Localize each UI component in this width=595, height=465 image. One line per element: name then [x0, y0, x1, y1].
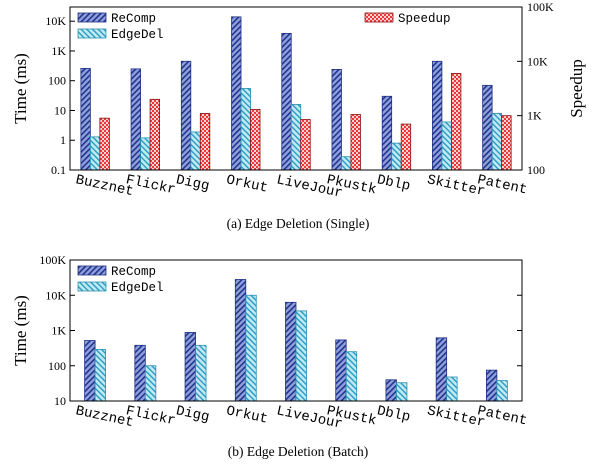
- bar-recomp-dblp: [381, 95, 393, 171]
- y2-tick-label: 100: [527, 163, 545, 177]
- y2-tick-label: 100K: [527, 0, 554, 14]
- bar-recomp-livejour: [281, 32, 292, 171]
- x-tick-label: Dblp: [375, 172, 411, 195]
- bar-edgedel-patent: [496, 380, 508, 402]
- y2-axis-label: Speedup: [567, 59, 586, 118]
- bar-edgedel-digg: [195, 344, 207, 402]
- y-tick-label: 1K: [51, 44, 66, 58]
- bar-recomp-buzznet: [80, 67, 91, 171]
- legend-label-recomp: ReComp: [111, 265, 156, 279]
- legend-swatch-edgedel: [77, 281, 107, 292]
- x-tick-label: Orkut: [225, 403, 269, 427]
- y2-tick-label: 1K: [527, 109, 542, 123]
- legend-label-edgedel: EdgeDel: [111, 281, 164, 295]
- y-tick-label: 10: [54, 103, 66, 117]
- y-tick-label: 100: [48, 74, 66, 88]
- plot-frame: [69, 6, 523, 171]
- y-tick-label: 10K: [45, 288, 66, 302]
- figure-caption: (a) Edge Deletion (Single): [227, 216, 370, 231]
- bar-recomp-patent: [482, 84, 493, 171]
- legend-label-speedup: Speedup: [398, 12, 451, 26]
- legend-label-edgedel: EdgeDel: [111, 28, 164, 42]
- bar-recomp-orkut: [234, 279, 247, 402]
- bar-recomp-skitter: [432, 60, 443, 171]
- bar-edgedel-skitter: [441, 121, 452, 171]
- bar-speedup-orkut: [250, 109, 261, 171]
- bar-edgedel-digg: [190, 131, 201, 171]
- bar-speedup-dblp: [400, 123, 412, 171]
- legend-swatch-speedup: [364, 12, 394, 23]
- legend-swatch-edgedel: [77, 28, 107, 39]
- bar-edgedel-patent: [491, 112, 503, 171]
- bar-edgedel-skitter: [446, 376, 458, 402]
- bar-edgedel-dblp: [391, 142, 402, 171]
- panel-single: 0.11101001K10K1001K10K100KBuzznetFlickrD…: [11, 0, 586, 231]
- bar-recomp-digg: [180, 60, 192, 171]
- bar-edgedel-flickr: [144, 365, 157, 402]
- bar-edgedel-orkut: [240, 88, 251, 171]
- y-tick-label: 10: [54, 394, 66, 408]
- bar-recomp-buzznet: [84, 340, 96, 402]
- bar-recomp-livejour: [285, 301, 297, 402]
- bar-recomp-orkut: [231, 16, 242, 171]
- bar-edgedel-pkustk: [345, 351, 358, 402]
- y-tick-label: 1: [60, 133, 66, 147]
- bar-speedup-livejour: [300, 119, 311, 171]
- x-tick-label: Digg: [175, 403, 211, 426]
- x-tick-label: Orkut: [225, 172, 269, 196]
- bar-speedup-buzznet: [99, 117, 110, 171]
- y-axis-label: Time (ms): [11, 295, 30, 366]
- bar-edgedel-livejour: [295, 310, 307, 402]
- bar-edgedel-flickr: [140, 137, 151, 171]
- y-tick-label: 0.1: [51, 163, 66, 177]
- bar-speedup-pkustk: [350, 114, 361, 171]
- x-tick-label: Dblp: [375, 403, 411, 426]
- bar-recomp-skitter: [435, 337, 448, 402]
- bar-recomp-flickr: [134, 344, 146, 402]
- bar-speedup-flickr: [149, 98, 160, 171]
- y-tick-label: 1K: [51, 324, 66, 338]
- y-axis-label: Time (ms): [11, 53, 30, 124]
- bar-edgedel-buzznet: [89, 136, 101, 171]
- bar-edgedel-buzznet: [94, 349, 107, 402]
- bar-edgedel-pkustk: [341, 156, 352, 171]
- y-tick-label: 100K: [39, 253, 66, 267]
- x-tick-label: Digg: [175, 172, 211, 195]
- bar-recomp-patent: [485, 369, 498, 402]
- bar-recomp-digg: [184, 332, 196, 402]
- bar-speedup-digg: [199, 113, 211, 171]
- bar-edgedel-dblp: [396, 382, 408, 402]
- legend-label-recomp: ReComp: [111, 12, 156, 26]
- y2-tick-label: 10K: [527, 54, 548, 68]
- bar-speedup-patent: [501, 115, 512, 171]
- bar-edgedel-livejour: [290, 104, 302, 171]
- bar-edgedel-orkut: [245, 294, 257, 402]
- y-tick-label: 10K: [45, 14, 66, 28]
- legend-swatch-recomp: [77, 265, 107, 276]
- bar-recomp-pkustk: [335, 339, 347, 402]
- bar-recomp-flickr: [130, 68, 141, 171]
- bar-recomp-pkustk: [331, 69, 342, 171]
- y-tick-label: 100: [48, 359, 66, 373]
- bar-speedup-skitter: [451, 72, 462, 171]
- bar-recomp-dblp: [385, 379, 397, 402]
- legend-swatch-recomp: [77, 12, 107, 23]
- figure-caption: (b) Edge Deletion (Batch): [228, 444, 369, 459]
